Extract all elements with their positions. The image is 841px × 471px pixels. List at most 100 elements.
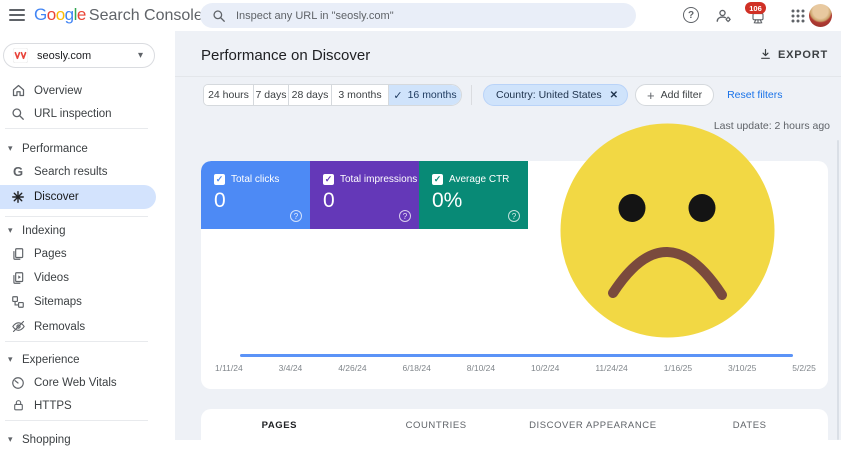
google-apps-grid-icon[interactable]	[788, 6, 807, 25]
sidebar-item-label: Videos	[34, 272, 69, 284]
videos-icon	[10, 270, 26, 286]
sidebar-item-label: URL inspection	[34, 108, 112, 120]
section-performance[interactable]: ▾ Performance	[0, 137, 175, 160]
sidebar-item-core-web-vitals[interactable]: Core Web Vitals	[0, 371, 175, 394]
help-icon[interactable]: ?	[508, 210, 520, 222]
total-clicks-tile[interactable]: ✓ Total clicks 0 ?	[201, 161, 310, 229]
section-indexing[interactable]: ▾ Indexing	[0, 219, 175, 242]
date-range-group: 24 hours 7 days 28 days 3 months ✓ 16 mo…	[203, 84, 462, 106]
pages-icon	[10, 246, 26, 262]
checkbox-checked-icon[interactable]: ✓	[323, 174, 334, 185]
sidebar-item-discover-selected[interactable]: Discover	[0, 185, 156, 209]
range-16-months-selected[interactable]: ✓ 16 months	[388, 85, 461, 105]
range-3-months[interactable]: 3 months	[331, 85, 388, 105]
logo-letter: o	[56, 5, 65, 24]
x-axis-labels: 1/11/24 3/4/24 4/26/24 6/18/24 8/10/24 1…	[215, 363, 816, 373]
reset-filters-link[interactable]: Reset filters	[727, 89, 782, 101]
main-content: Performance on Discover EXPORT 24 hours …	[175, 31, 841, 440]
average-ctr-tile[interactable]: ✓ Average CTR 0% ?	[419, 161, 528, 229]
help-icon[interactable]: ?	[290, 210, 302, 222]
close-icon[interactable]: ✕	[610, 90, 618, 101]
discover-asterisk-icon	[10, 189, 26, 205]
x-tick: 5/2/25	[792, 363, 816, 373]
filter-bar: 24 hours 7 days 28 days 3 months ✓ 16 mo…	[203, 84, 783, 106]
sidebar-item-label: Search results	[34, 166, 108, 178]
vertical-scrollbar[interactable]	[837, 140, 839, 440]
sidebar-item-label: Pages	[34, 248, 67, 260]
x-tick: 1/11/24	[215, 363, 243, 373]
url-inspection-search-bar[interactable]	[200, 3, 636, 28]
sidebar-item-label: Removals	[34, 321, 85, 333]
sidebar-item-url-inspection[interactable]: URL inspection	[0, 102, 175, 125]
checkbox-checked-icon[interactable]: ✓	[214, 174, 225, 185]
sidebar-item-label: Overview	[34, 85, 82, 97]
download-icon	[759, 48, 772, 61]
divider	[5, 128, 148, 129]
x-tick: 6/18/24	[402, 363, 430, 373]
notification-count-badge: 106	[745, 2, 766, 14]
add-filter-button[interactable]: + Add filter	[635, 84, 714, 106]
help-icon[interactable]: ?	[399, 210, 411, 222]
chevron-down-icon: ▾	[138, 50, 143, 61]
x-tick: 3/10/25	[728, 363, 756, 373]
tab-pages[interactable]: PAGES	[201, 420, 358, 431]
property-name: seosly.com	[37, 50, 138, 62]
total-impressions-tile[interactable]: ✓ Total impressions 0 ?	[310, 161, 419, 229]
section-experience[interactable]: ▾ Experience	[0, 348, 175, 371]
chevron-down-icon: ▾	[8, 225, 18, 236]
google-g-icon: G	[10, 164, 26, 180]
sidebar-item-removals[interactable]: Removals	[0, 315, 175, 338]
eye-off-icon	[10, 319, 26, 335]
sidebar-item-label: Discover	[34, 191, 79, 203]
country-filter-chip[interactable]: Country: United States ✕	[483, 84, 628, 106]
page-title: Performance on Discover	[201, 47, 370, 64]
sidebar-item-videos[interactable]: Videos	[0, 266, 175, 289]
export-label: EXPORT	[778, 49, 828, 61]
x-tick: 3/4/24	[279, 363, 303, 373]
divider	[175, 76, 841, 77]
metric-label: Average CTR	[449, 174, 509, 185]
x-tick: 8/10/24	[467, 363, 495, 373]
range-7-days[interactable]: 7 days	[253, 85, 288, 105]
property-selector[interactable]: seosly.com ▾	[3, 43, 155, 68]
plus-icon: +	[647, 88, 655, 103]
sidebar-item-label: Sitemaps	[34, 296, 82, 308]
last-update-text: Last update: 2 hours ago	[714, 120, 830, 132]
performance-chart-card: ✓ Total clicks 0 ? ✓ Total impressions 0…	[201, 161, 828, 389]
logo-letter: e	[77, 5, 86, 24]
filter-chip-label: Country: United States	[496, 89, 602, 101]
user-settings-icon[interactable]	[714, 6, 733, 25]
x-tick: 4/26/24	[338, 363, 366, 373]
divider	[471, 85, 472, 105]
export-button[interactable]: EXPORT	[759, 48, 828, 61]
metric-tiles: ✓ Total clicks 0 ? ✓ Total impressions 0…	[201, 161, 828, 229]
range-24-hours[interactable]: 24 hours	[204, 85, 253, 105]
add-filter-label: Add filter	[661, 89, 702, 101]
x-tick: 1/16/25	[664, 363, 692, 373]
divider	[5, 216, 148, 217]
product-name: Search Console	[89, 7, 203, 24]
sidebar-item-https[interactable]: HTTPS	[0, 394, 175, 417]
account-avatar[interactable]	[809, 4, 832, 27]
person-gear-icon	[715, 7, 733, 25]
tab-discover-appearance[interactable]: DISCOVER APPEARANCE	[515, 420, 672, 431]
sidebar-item-overview[interactable]: Overview	[0, 79, 175, 102]
search-icon	[10, 106, 26, 122]
x-tick: 10/2/24	[531, 363, 559, 373]
tab-countries[interactable]: COUNTRIES	[358, 420, 515, 431]
range-28-days[interactable]: 28 days	[288, 85, 331, 105]
search-input[interactable]	[236, 10, 616, 22]
section-label: Indexing	[22, 225, 65, 237]
sidebar-item-search-results[interactable]: G Search results	[0, 160, 175, 183]
sidebar-item-pages[interactable]: Pages	[0, 242, 175, 265]
sidebar-item-sitemaps[interactable]: Sitemaps	[0, 290, 175, 313]
hamburger-menu-icon[interactable]	[9, 9, 25, 22]
tab-dates[interactable]: DATES	[671, 420, 828, 431]
checkbox-checked-icon[interactable]: ✓	[432, 174, 443, 185]
help-icon[interactable]: ?	[683, 7, 699, 23]
sitemaps-icon	[10, 294, 26, 310]
sidebar-item-label: HTTPS	[34, 400, 72, 412]
sidebar-item-label: Core Web Vitals	[34, 377, 117, 389]
